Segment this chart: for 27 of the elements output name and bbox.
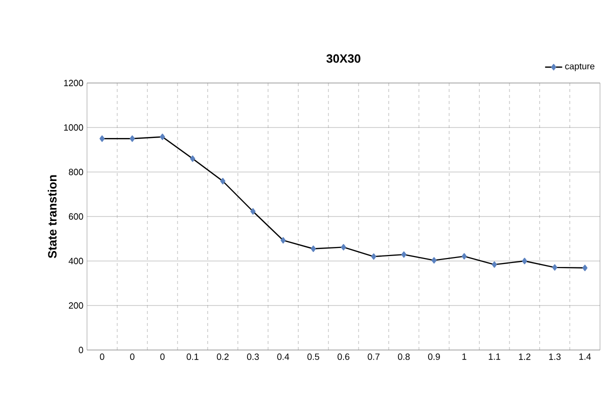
y-tick-label: 600 <box>68 213 84 220</box>
x-tick-label: 0.2 <box>216 354 229 360</box>
x-tick-label: 1.4 <box>579 354 591 360</box>
y-tick-label: 400 <box>68 258 84 264</box>
x-tick-label: 0.1 <box>186 354 198 360</box>
y-tick-label: 1200 <box>64 80 84 86</box>
y-axis-title: State transtion <box>48 175 57 258</box>
x-tick-label: 0.3 <box>247 354 259 360</box>
x-tick-label: 0 <box>130 354 134 360</box>
chart-title: 30X30 <box>326 54 360 63</box>
legend-label: capture <box>565 63 594 72</box>
x-tick-label: 0.6 <box>338 354 350 360</box>
y-tick-label: 200 <box>68 302 84 309</box>
x-tick-label: 0.8 <box>398 354 410 360</box>
x-tick-label: 0.5 <box>307 354 320 360</box>
y-tick-label: 800 <box>68 168 84 176</box>
x-tick-label: 1.3 <box>549 354 561 360</box>
x-tick-label: 0.9 <box>428 354 440 360</box>
x-tick-label: 0.7 <box>368 354 380 360</box>
y-tick-label: 0 <box>78 346 84 354</box>
x-tick-label: 0 <box>100 354 104 360</box>
x-tick-label: 0.4 <box>277 354 290 360</box>
x-tick-label: 0 <box>160 354 165 360</box>
x-tick-label: 1.1 <box>488 354 500 360</box>
y-tick-label: 1000 <box>64 124 84 131</box>
x-tick-label: 1 <box>462 354 466 360</box>
x-tick-label: 1.2 <box>519 354 530 360</box>
